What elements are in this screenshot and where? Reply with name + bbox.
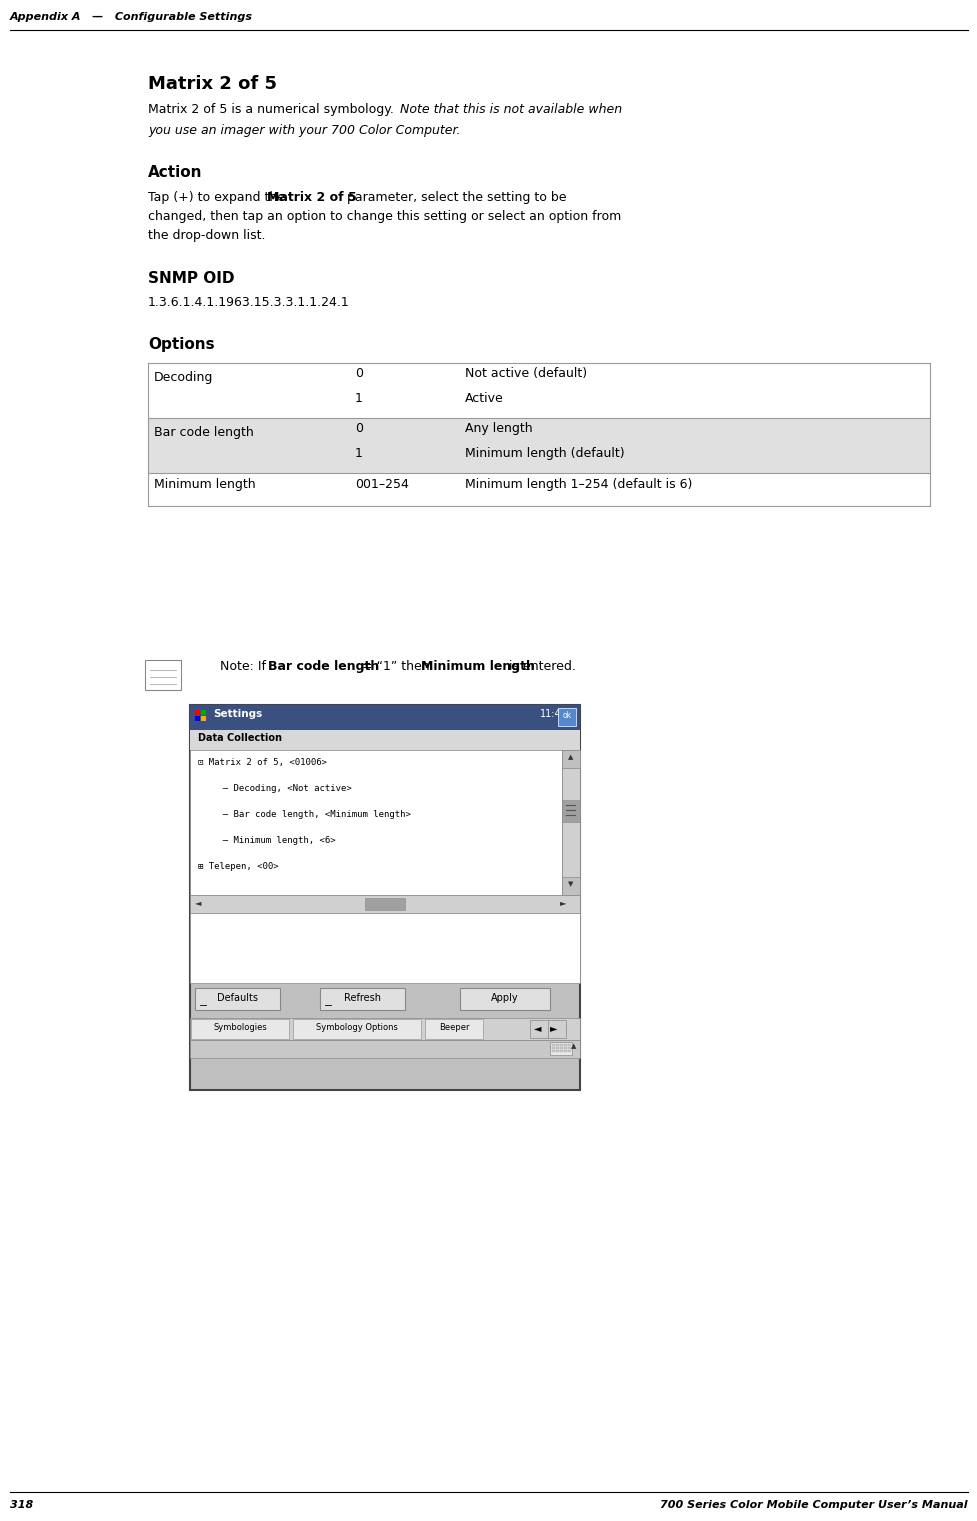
Text: Bar code length: Bar code length (268, 660, 378, 672)
Bar (564, 1046, 567, 1049)
Text: Active: Active (464, 392, 503, 405)
Text: ⊞ Telepen, <00>: ⊞ Telepen, <00> (197, 862, 278, 872)
Text: ◄: ◄ (533, 1024, 541, 1033)
Bar (564, 1049, 567, 1053)
Text: Tap (+) to expand the: Tap (+) to expand the (148, 192, 289, 204)
Text: 0: 0 (355, 368, 362, 380)
Text: Decoding: Decoding (153, 371, 213, 385)
Bar (194, 989, 279, 1010)
Text: ◄: ◄ (194, 897, 201, 907)
Text: 11:45: 11:45 (539, 709, 568, 719)
Text: 0: 0 (355, 423, 362, 435)
Text: 1: 1 (355, 447, 362, 461)
Text: ▲: ▲ (571, 1043, 576, 1049)
Bar (568, 1046, 571, 1049)
Text: Appendix A   —   Configurable Settings: Appendix A — Configurable Settings (10, 12, 253, 21)
Bar (190, 706, 579, 1091)
Bar (190, 750, 562, 894)
Text: Symbology Options: Symbology Options (316, 1024, 398, 1033)
Text: the drop-down list.: the drop-down list. (148, 230, 265, 242)
Text: 1: 1 (355, 392, 362, 405)
Text: Bar code length: Bar code length (153, 426, 253, 440)
Text: Minimum length: Minimum length (421, 660, 534, 672)
Bar (293, 1019, 420, 1039)
Text: changed, then tap an option to change this setting or select an option from: changed, then tap an option to change th… (148, 210, 620, 224)
Text: Defaults: Defaults (217, 993, 258, 1002)
Text: – Bar code length, <Minimum length>: – Bar code length, <Minimum length> (212, 811, 410, 818)
Bar (190, 730, 579, 750)
Bar (530, 1021, 566, 1037)
Bar (459, 989, 549, 1010)
Text: parameter, select the setting to be: parameter, select the setting to be (343, 192, 566, 204)
Text: Options: Options (148, 338, 214, 351)
Text: ok: ok (562, 710, 571, 719)
Bar (551, 1046, 554, 1049)
Bar (551, 1049, 554, 1053)
Text: you use an imager with your 700 Color Computer.: you use an imager with your 700 Color Co… (148, 125, 460, 137)
Text: 001–254: 001–254 (355, 478, 408, 491)
Bar (560, 1043, 563, 1046)
Bar (551, 1043, 554, 1046)
Text: ►: ► (550, 1024, 557, 1033)
Bar (562, 750, 579, 894)
Text: 318: 318 (10, 1500, 33, 1510)
Bar (190, 913, 579, 983)
Bar (558, 707, 575, 726)
Bar (194, 716, 199, 721)
Text: Matrix 2 of 5: Matrix 2 of 5 (148, 75, 276, 93)
Bar (562, 878, 579, 894)
Text: Data Collection: Data Collection (197, 733, 281, 742)
Text: Minimum length 1–254 (default is 6): Minimum length 1–254 (default is 6) (464, 478, 692, 491)
Bar (190, 1040, 579, 1059)
Text: is entered.: is entered. (505, 660, 575, 672)
Text: Matrix 2 of 5: Matrix 2 of 5 (267, 192, 357, 204)
Bar (549, 1042, 572, 1056)
Bar (562, 750, 579, 768)
Bar (568, 1049, 571, 1053)
Bar (562, 800, 579, 821)
Bar (201, 716, 206, 721)
Bar (190, 706, 579, 730)
Bar (191, 1019, 289, 1039)
Text: Minimum length: Minimum length (153, 478, 255, 491)
Bar (556, 1046, 559, 1049)
Text: ▼: ▼ (568, 881, 573, 887)
Text: Note that this is not available when: Note that this is not available when (400, 103, 621, 116)
Bar (319, 989, 404, 1010)
Text: SNMP OID: SNMP OID (148, 271, 234, 286)
Bar (194, 710, 199, 715)
Text: Refresh: Refresh (344, 993, 381, 1002)
Text: 1.3.6.1.4.1.1963.15.3.3.1.1.24.1: 1.3.6.1.4.1.1963.15.3.3.1.1.24.1 (148, 297, 350, 309)
Bar (364, 897, 404, 910)
Text: Symbologies: Symbologies (213, 1024, 267, 1033)
Text: = “1” then: = “1” then (358, 660, 433, 672)
Text: ▲: ▲ (568, 754, 573, 760)
Bar (145, 660, 181, 691)
Bar (568, 1043, 571, 1046)
Bar (560, 1046, 563, 1049)
Bar (190, 1018, 579, 1040)
Text: ⊡ Matrix 2 of 5, <01006>: ⊡ Matrix 2 of 5, <01006> (197, 757, 326, 767)
Bar (148, 418, 929, 473)
Text: Not active (default): Not active (default) (464, 368, 586, 380)
Bar (201, 710, 206, 715)
Text: Beeper: Beeper (439, 1024, 469, 1033)
Text: Matrix 2 of 5 is a numerical symbology.: Matrix 2 of 5 is a numerical symbology. (148, 103, 398, 116)
Text: Settings: Settings (213, 709, 262, 719)
Text: ►: ► (560, 897, 566, 907)
Text: Note: If: Note: If (220, 660, 270, 672)
Bar (556, 1049, 559, 1053)
Text: – Decoding, <Not active>: – Decoding, <Not active> (212, 783, 352, 792)
Text: 700 Series Color Mobile Computer User’s Manual: 700 Series Color Mobile Computer User’s … (659, 1500, 967, 1510)
Text: Apply: Apply (490, 993, 518, 1002)
Text: Minimum length (default): Minimum length (default) (464, 447, 624, 461)
Bar (556, 1043, 559, 1046)
Bar (560, 1049, 563, 1053)
Text: Any length: Any length (464, 423, 532, 435)
Bar (190, 894, 579, 913)
Bar (564, 1043, 567, 1046)
Bar (425, 1019, 483, 1039)
Text: Action: Action (148, 164, 202, 179)
Text: – Minimum length, <6>: – Minimum length, <6> (212, 837, 335, 846)
